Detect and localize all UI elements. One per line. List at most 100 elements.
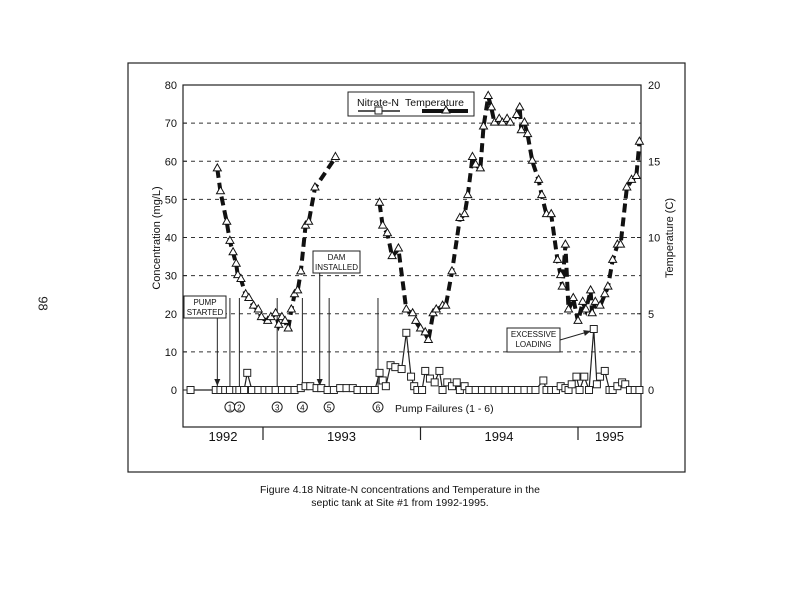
pump-failure-marker (323, 401, 335, 413)
nitrate-point (621, 380, 630, 389)
temperature-point (581, 303, 591, 313)
nitrate-point (600, 366, 609, 375)
temperature-point (555, 269, 566, 279)
temperature-point (563, 303, 574, 313)
legend: Nitrate-N Temperature (347, 91, 475, 117)
temperature-point (514, 101, 525, 111)
temperature-point (475, 162, 486, 172)
pump-failure-number: 5 (327, 404, 332, 413)
temperature-point (634, 136, 645, 145)
temperature-point (248, 300, 259, 309)
pump-started-box (183, 295, 227, 319)
year-label: 1995 (595, 429, 624, 444)
temperature-point (393, 242, 404, 252)
nitrate-point (572, 372, 581, 381)
y-tick-label: 0 (171, 385, 177, 397)
pump-failure-marker (271, 401, 283, 413)
temperature-point (256, 311, 267, 321)
temperature-point (382, 227, 393, 237)
year-label: 1994 (485, 429, 514, 444)
temperature-point (462, 189, 473, 199)
temperature-point (212, 162, 223, 172)
pump-started-arrowhead (214, 379, 221, 386)
nitrate-point (375, 368, 384, 377)
nitrate-point (575, 386, 584, 394)
pump-failure-number: 3 (275, 404, 280, 413)
temperature-point (447, 265, 457, 275)
pump-failure-number: 4 (300, 404, 305, 413)
year-label: 1992 (209, 429, 238, 444)
nitrate-point (407, 372, 416, 381)
temperature-point (560, 239, 571, 248)
excessive-loading-label-line1: EXCESSIVE (511, 330, 556, 339)
temperature-point (607, 254, 618, 263)
temperature-point (423, 334, 434, 343)
temperature-point (415, 322, 426, 332)
temperature-point (590, 296, 601, 305)
dam-installed-label-line2: INSTALLED (315, 263, 358, 272)
temperature-point (303, 216, 314, 225)
y2-tick-label: 10 (648, 233, 660, 245)
y-tick-label: 40 (165, 233, 177, 245)
temperature-point (577, 296, 588, 305)
nitrate-point (580, 372, 589, 381)
pump-started-label-line1: PUMP (193, 298, 216, 307)
nitrate-point (418, 386, 427, 394)
year-label: 1993 (327, 429, 356, 444)
temperature-point (615, 239, 626, 248)
temperature-point (228, 246, 238, 256)
temperature-point (585, 284, 596, 294)
pump-failure-number: 1 (228, 404, 233, 413)
nitrate-point (438, 386, 447, 394)
temperature-point (221, 216, 232, 225)
nitrate-point (531, 386, 540, 394)
temperature-point (292, 284, 303, 294)
temperature-point (557, 281, 568, 290)
temperature-point (546, 208, 557, 218)
temperature-point (467, 151, 478, 160)
temperature-point (631, 170, 642, 179)
nitrate-point (585, 386, 594, 394)
y-tick-label: 70 (165, 118, 177, 130)
temperature-point (533, 174, 544, 183)
temperature-point (483, 90, 494, 99)
temperature-point (519, 117, 530, 126)
y-tick-label: 80 (165, 80, 177, 92)
temperature-point (587, 307, 598, 317)
temperature-point (420, 326, 431, 336)
nitrate-point (397, 365, 406, 374)
temperature-point (459, 208, 470, 218)
pump-failures-label: Pump Failures (1 - 6) (395, 403, 494, 415)
temperature-point (231, 258, 242, 267)
pump-failure-number: 6 (376, 404, 381, 413)
temperature-point (552, 254, 563, 263)
temperature-point (286, 303, 297, 313)
temperature-point (407, 307, 418, 317)
y2-tick-label: 15 (648, 156, 660, 168)
y-tick-label: 30 (165, 271, 177, 283)
legend-temperature-marker (441, 104, 451, 114)
temperature-point (410, 315, 421, 324)
dam-installed-box (312, 250, 361, 274)
pump-started-label-line2: STARTED (187, 308, 224, 317)
nitrate-point (370, 386, 379, 394)
temperature-point (330, 151, 341, 160)
nitrate-point (402, 328, 411, 337)
temperature-line (215, 156, 338, 337)
temperature-point (505, 117, 516, 126)
temperature-point (486, 101, 497, 111)
nitrate-point (635, 386, 644, 394)
legend-nitrate-label: Nitrate-N (357, 97, 399, 109)
nitrate-point (539, 376, 548, 385)
temperature-point (283, 322, 294, 332)
caption-line-1: Figure 4.18 Nitrate-N concentrations and… (260, 484, 540, 496)
dam-installed-arrowhead (316, 379, 323, 386)
caption-line-2: septic tank at Site #1 from 1992-1995. (311, 497, 489, 509)
temperature-point (603, 281, 613, 290)
temperature-point (280, 315, 290, 324)
temperature-point (225, 235, 235, 244)
temperature-point (270, 307, 281, 317)
temperature-point (595, 300, 605, 309)
y-tick-label: 50 (165, 194, 177, 206)
plot-area (182, 84, 642, 428)
